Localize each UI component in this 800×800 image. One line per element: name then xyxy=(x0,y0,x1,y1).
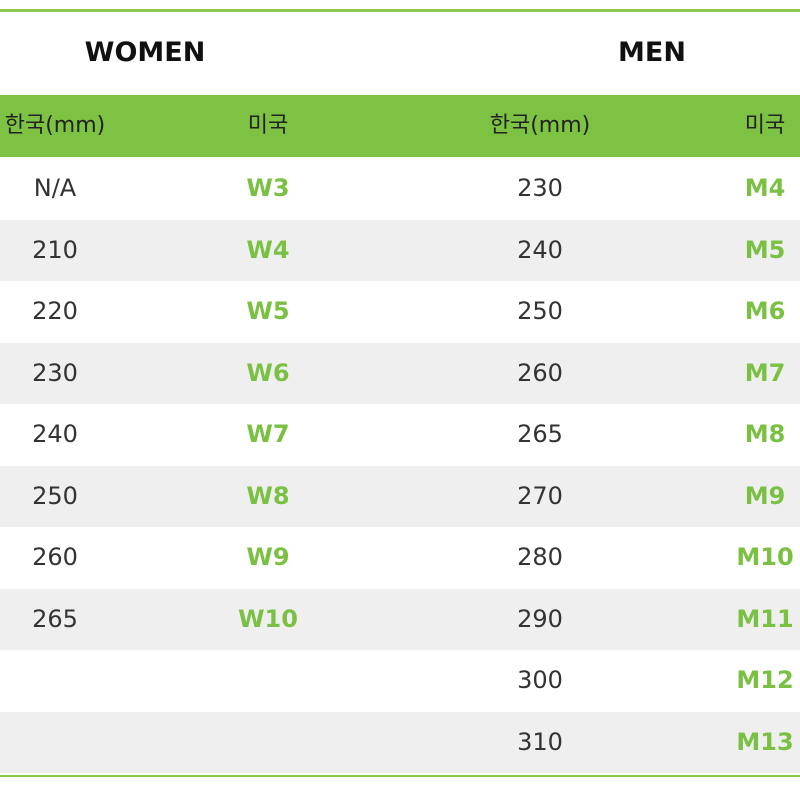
us-size: M11 xyxy=(736,604,794,633)
kr-size: 220 xyxy=(32,297,78,325)
us-size: W10 xyxy=(238,604,298,633)
us-size: M8 xyxy=(744,420,786,448)
kr-size: 310 xyxy=(517,727,563,756)
row-stripe xyxy=(0,342,800,404)
us-size: W8 xyxy=(246,481,290,510)
row-stripe xyxy=(0,588,800,650)
header-band xyxy=(0,95,800,157)
kr-size: 240 xyxy=(517,235,563,264)
kr-size: 240 xyxy=(32,420,78,448)
bottom-rule xyxy=(0,775,800,777)
kr-size: 265 xyxy=(517,420,563,448)
column-header: 미국 xyxy=(744,113,786,138)
us-size: M6 xyxy=(744,297,786,325)
kr-size: 250 xyxy=(32,481,78,510)
us-size: W7 xyxy=(246,420,290,448)
kr-size: 265 xyxy=(32,604,78,633)
kr-size: 260 xyxy=(32,543,78,571)
column-header: 한국(mm) xyxy=(4,113,106,138)
us-size: M9 xyxy=(744,481,786,510)
us-size: M7 xyxy=(744,358,786,387)
section-title: WOMEN xyxy=(84,37,206,68)
us-size: M12 xyxy=(736,666,794,694)
kr-size: N/A xyxy=(33,174,77,202)
kr-size: 250 xyxy=(517,297,563,325)
kr-size: 210 xyxy=(32,235,78,264)
top-rule xyxy=(0,9,800,12)
row-stripe xyxy=(0,711,800,773)
section-title: MEN xyxy=(618,37,686,68)
kr-size: 300 xyxy=(517,666,563,694)
us-size: M5 xyxy=(744,235,786,264)
row-stripe xyxy=(0,465,800,527)
kr-size: 280 xyxy=(517,543,563,571)
row-stripe xyxy=(0,219,800,281)
kr-size: 260 xyxy=(517,358,563,387)
kr-size: 230 xyxy=(32,358,78,387)
us-size: W9 xyxy=(246,543,290,571)
column-header: 한국(mm) xyxy=(489,113,591,138)
us-size: W5 xyxy=(246,297,290,325)
us-size: W6 xyxy=(246,358,290,387)
kr-size: 230 xyxy=(517,174,563,202)
us-size: M10 xyxy=(736,543,794,571)
us-size: W4 xyxy=(246,235,290,264)
us-size: M13 xyxy=(736,727,794,756)
us-size: M4 xyxy=(744,174,786,202)
column-header: 미국 xyxy=(247,113,289,138)
kr-size: 290 xyxy=(517,604,563,633)
us-size: W3 xyxy=(246,174,290,202)
kr-size: 270 xyxy=(517,481,563,510)
